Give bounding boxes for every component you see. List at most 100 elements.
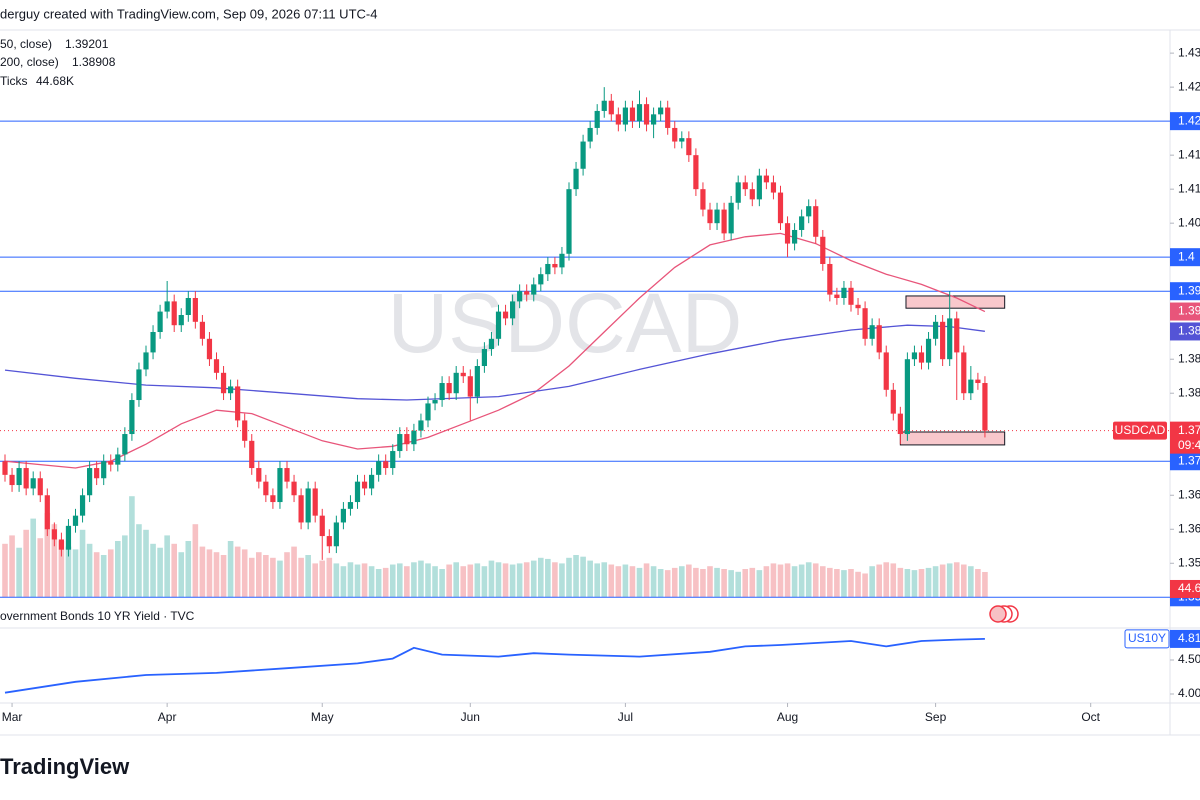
volume-bar [798,564,805,597]
candle-body [481,349,487,367]
volume-bar [770,563,777,597]
candle-body [37,478,43,496]
candle-body [305,488,311,523]
candle-body [749,189,755,200]
volume-bar [30,518,37,597]
ma-tag [1170,302,1200,321]
candle-body [256,468,262,482]
candle-body [601,100,607,111]
candle-body [961,352,967,394]
volume-bar [361,563,368,597]
candle-body [284,468,290,482]
candle-body [150,332,156,353]
volume-bar [150,543,156,597]
candle-body [376,461,382,475]
candle-body [890,389,896,414]
candle-body [411,430,417,445]
candle-body [756,175,762,200]
candle-body [79,495,86,516]
volume-bar [777,564,784,597]
x-tick-label: Oct [1081,710,1100,724]
volume-bar [199,546,206,597]
candle-body [665,107,671,128]
candle-body [763,175,769,183]
volume-bar [72,549,79,597]
volume-bar [9,535,15,597]
candle-body [650,114,657,125]
candle-body [940,321,946,360]
volume-bar [277,560,283,597]
candle-body [841,287,847,298]
level-tag [1170,452,1200,471]
volume-bar [650,566,657,597]
candle-body [383,461,389,469]
candle-body [16,468,22,486]
volume-bar [51,524,58,597]
candle-body [608,100,614,115]
candle-body [573,168,579,190]
y-tick-label: 1.41 [1178,181,1200,195]
volume-bar [241,549,248,597]
x-tick-label: Jul [618,710,633,724]
legend-value: 1.38908 [72,55,116,69]
volume-bar [573,555,579,597]
volume-bar [439,569,445,597]
candle-body [136,369,142,401]
volume-bar [953,562,960,597]
level-tag [1170,248,1200,267]
x-tick-label: Jun [461,710,480,724]
volume-bar [418,560,424,597]
volume-bar [171,543,178,597]
volume-bar [566,557,572,597]
candle-body [58,539,65,550]
candle-body [270,495,276,503]
volume-bar [185,541,192,597]
volume-bar [629,566,636,597]
candle-body [862,308,868,339]
volume-bar [333,563,340,597]
zone [899,431,1006,446]
volume-bar [960,564,967,597]
volume-bar [516,563,523,597]
candle-body [545,263,551,275]
candle-body [728,202,734,234]
y-tick-label: 1.36 [1178,521,1200,535]
volume-bar [636,567,643,597]
volume-bar [975,569,981,597]
candle-body [51,529,57,540]
volume-bar [488,560,495,597]
candle-body [721,209,727,234]
volume-bar [37,538,44,597]
volume-bar [594,563,600,597]
candle-body [206,338,213,360]
candle-body [799,216,805,230]
x-tick-label: Apr [158,710,177,724]
volume-bar [587,560,593,597]
candle-body [312,488,318,516]
candle-body [65,525,72,550]
candle-body [643,104,650,125]
candle-body [975,379,981,384]
x-tick-label: Mar [2,710,23,724]
candle-body [918,352,925,363]
event-icons[interactable] [989,605,1019,623]
yield-tag-label: US10Y [1128,631,1166,645]
volume-bar [44,513,51,597]
volume-bar [248,557,255,597]
volume-bar [911,570,918,597]
candle-body [361,481,368,489]
candle-body [460,372,466,377]
legend-value: 1.39201 [65,37,109,51]
y-tick-label: 4.50 [1178,652,1200,666]
candle-body [368,474,375,489]
candle-body [707,209,713,224]
volume-bar [425,563,431,597]
volume-bar [819,566,826,597]
candle-body [228,386,234,394]
candle-body [587,127,593,142]
volume-bar [784,563,791,597]
event-icon[interactable] [989,605,1007,623]
volume-bar [622,564,629,597]
volume-bar [530,560,537,597]
level-tag-label: 1.42 [1178,113,1200,127]
